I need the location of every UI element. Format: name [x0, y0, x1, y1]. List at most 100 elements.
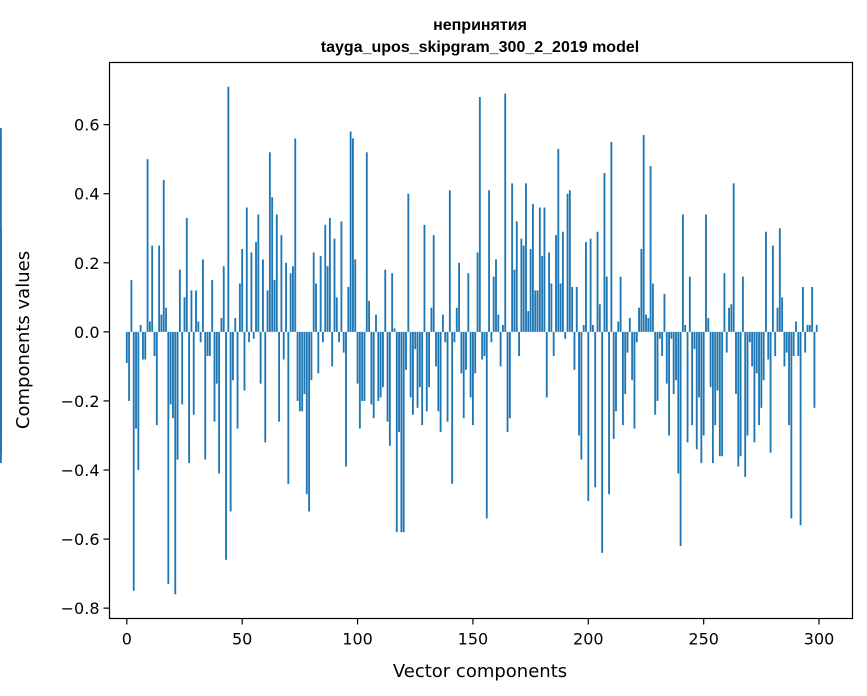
bar	[737, 331, 740, 467]
bar	[356, 331, 359, 384]
bar	[377, 331, 380, 401]
bar	[363, 331, 366, 401]
bar	[481, 331, 484, 360]
bar	[435, 331, 437, 367]
bar	[788, 331, 790, 426]
bar	[465, 331, 467, 370]
bar	[520, 238, 523, 332]
bar	[319, 255, 322, 332]
bar	[797, 331, 800, 357]
bar	[568, 190, 571, 332]
bar	[714, 331, 717, 426]
bar	[266, 290, 269, 332]
y-tick-label: 0.0	[74, 323, 99, 342]
bar	[188, 331, 191, 464]
bar	[418, 331, 421, 388]
bar	[439, 331, 442, 433]
bar	[273, 280, 276, 332]
bar	[762, 331, 765, 381]
bar	[0, 293, 2, 332]
bar	[781, 297, 784, 332]
bar	[268, 152, 271, 332]
bar	[691, 331, 694, 426]
bar	[255, 242, 257, 332]
bar	[506, 331, 509, 433]
bar	[227, 86, 230, 332]
bar	[345, 331, 347, 467]
bar	[162, 179, 165, 332]
bar	[536, 290, 539, 332]
bar	[172, 331, 174, 419]
bar	[146, 159, 149, 332]
bar	[250, 252, 253, 332]
bar	[721, 331, 724, 457]
bar	[352, 138, 354, 332]
bar	[753, 331, 756, 443]
bar	[795, 321, 797, 332]
bar	[476, 252, 479, 332]
bar	[305, 331, 308, 495]
bar	[813, 331, 816, 408]
chart-title: непринятия	[433, 17, 527, 34]
bar	[262, 259, 264, 332]
bar	[197, 321, 200, 332]
bar	[723, 273, 726, 332]
bar	[400, 331, 403, 533]
bar	[421, 331, 424, 426]
bar	[739, 331, 742, 457]
bar	[294, 138, 297, 332]
bar	[271, 197, 274, 332]
bar	[495, 259, 497, 332]
bar	[730, 304, 733, 332]
bar	[518, 331, 520, 357]
bar	[151, 245, 154, 332]
bar	[326, 266, 329, 332]
bar	[631, 331, 634, 381]
bar	[204, 331, 207, 460]
bar	[564, 331, 567, 339]
bar	[335, 297, 338, 332]
bar	[160, 314, 163, 332]
bar	[178, 269, 181, 332]
bar	[393, 328, 396, 332]
bar	[317, 331, 320, 374]
bar	[661, 331, 664, 357]
bar	[232, 331, 234, 381]
y-tick-label: 0.6	[74, 116, 99, 135]
bar	[296, 331, 299, 401]
bar	[765, 231, 767, 332]
bar	[698, 331, 700, 398]
bar	[587, 331, 590, 502]
bar	[751, 331, 754, 367]
bar	[474, 331, 477, 374]
bar	[211, 280, 214, 332]
bar	[275, 214, 278, 332]
bar	[624, 331, 627, 395]
bar	[130, 280, 133, 332]
bar	[208, 331, 211, 357]
bar	[183, 297, 186, 332]
bar	[218, 331, 221, 474]
bar	[430, 307, 433, 332]
bar	[483, 331, 486, 357]
bar	[617, 321, 620, 332]
bar	[324, 224, 327, 332]
bar	[619, 276, 622, 332]
bar	[668, 331, 670, 436]
bar	[310, 331, 313, 381]
bar	[804, 331, 807, 353]
bar	[0, 128, 2, 332]
bar	[384, 269, 387, 332]
bar	[531, 204, 534, 332]
bar	[354, 259, 357, 332]
bar	[776, 307, 779, 332]
bar	[148, 321, 151, 332]
bar	[552, 331, 555, 357]
bar	[672, 331, 675, 395]
bar	[681, 214, 684, 332]
bar	[190, 290, 193, 332]
bar	[144, 331, 147, 360]
bar	[199, 331, 202, 343]
bar	[460, 331, 463, 374]
bar	[769, 331, 772, 453]
